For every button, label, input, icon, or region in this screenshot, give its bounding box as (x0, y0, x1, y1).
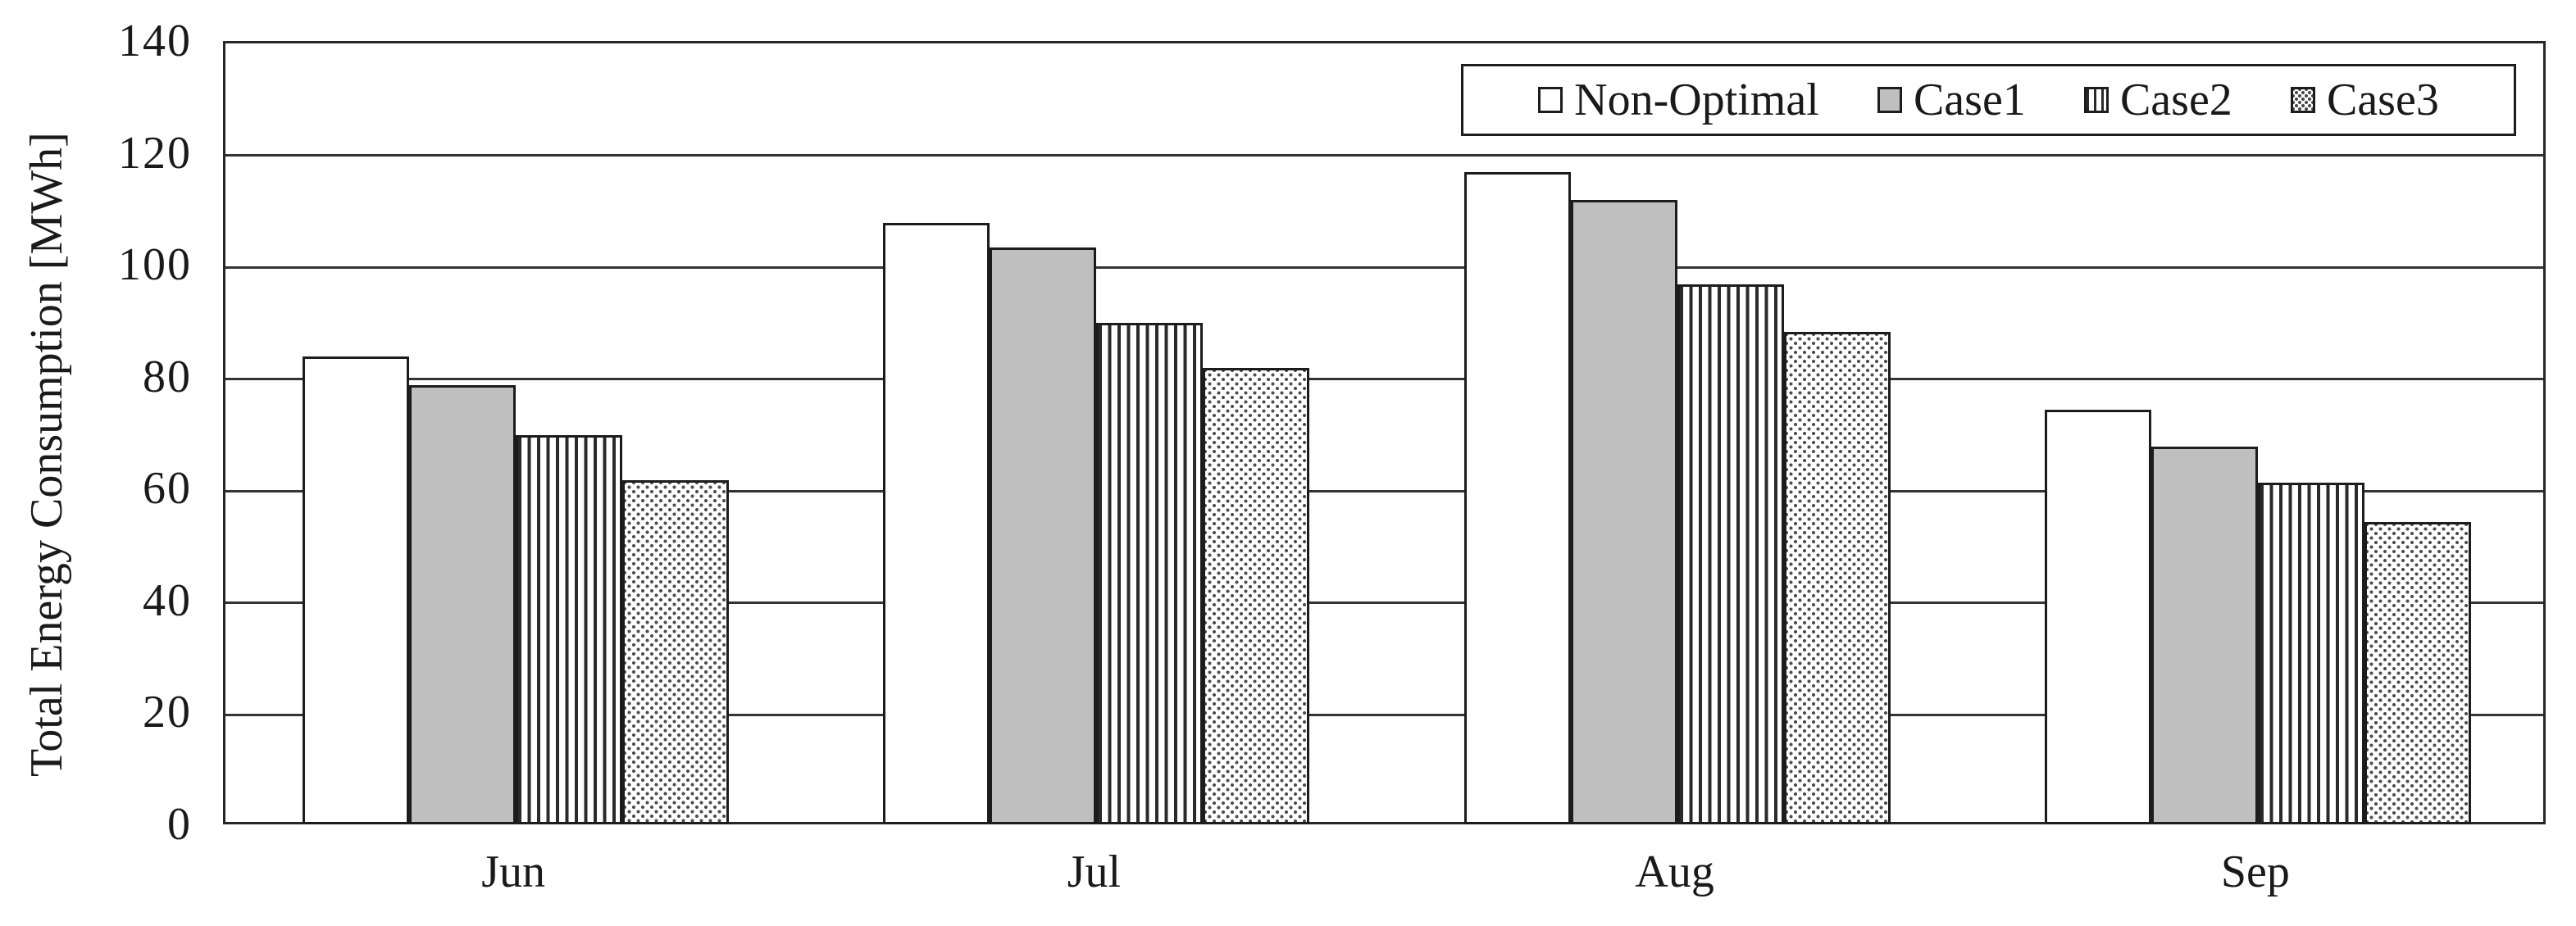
y-tick-label: 120 (118, 127, 192, 179)
bar-case2-jul (1096, 323, 1204, 824)
x-tick-label-aug: Aug (1635, 847, 1714, 897)
y-tick-label: 140 (118, 16, 192, 66)
gridline-80 (225, 378, 2543, 381)
bar-non-optimal-jul (883, 222, 990, 824)
bar-case2-jun (516, 435, 623, 824)
bar-case1-jul (990, 247, 1097, 824)
bar-case2-sep (2257, 483, 2364, 824)
y-tick-label: 80 (143, 351, 192, 402)
legend-swatch-case1 (1877, 87, 1902, 113)
y-tick-label: 0 (167, 799, 192, 850)
bar-case1-jun (409, 384, 517, 824)
legend-item-case3: Case3 (2290, 75, 2439, 125)
legend: Non-Optimal Case1 Case2 Case3 (1461, 64, 2516, 136)
legend-label: Case1 (1913, 75, 2026, 125)
legend-label: Case2 (2119, 75, 2232, 125)
x-tick-label-jun: Jun (481, 847, 546, 897)
bar-case1-sep (2150, 446, 2258, 824)
bar-case3-jul (1203, 368, 1310, 824)
y-tick-label: 20 (143, 687, 192, 738)
bar-non-optimal-sep (2044, 410, 2151, 824)
x-tick-label-jul: Jul (1067, 847, 1122, 897)
legend-label: Non-Optimal (1574, 75, 1819, 125)
bar-case1-aug (1570, 200, 1677, 824)
legend-label: Case3 (2326, 75, 2439, 125)
gridline-40 (225, 601, 2543, 605)
legend-swatch-case2 (2083, 87, 2109, 113)
y-tick-label: 60 (143, 463, 192, 515)
legend-item-non-optimal: Non-Optimal (1538, 75, 1819, 125)
legend-swatch-non-optimal (1538, 87, 1563, 113)
bar-case3-sep (2364, 521, 2471, 824)
bar-case3-jun (622, 479, 730, 824)
bar-non-optimal-jun (303, 356, 410, 824)
bar-case3-aug (1783, 331, 1891, 824)
bar-case2-aug (1677, 284, 1784, 824)
x-tick-label-sep: Sep (2220, 847, 2290, 897)
gridline-60 (225, 489, 2543, 493)
gridline-20 (225, 713, 2543, 716)
legend-item-case1: Case1 (1877, 75, 2026, 125)
gridline-120 (225, 154, 2543, 157)
y-tick-label: 40 (143, 574, 192, 626)
y-tick-label: 100 (118, 239, 192, 291)
legend-swatch-case3 (2290, 87, 2315, 113)
plot-area: Non-Optimal Case1 Case2 Case3 (223, 41, 2546, 824)
bar-non-optimal-aug (1463, 172, 1571, 824)
gridline-100 (225, 266, 2543, 269)
legend-item-case2: Case2 (2083, 75, 2232, 125)
